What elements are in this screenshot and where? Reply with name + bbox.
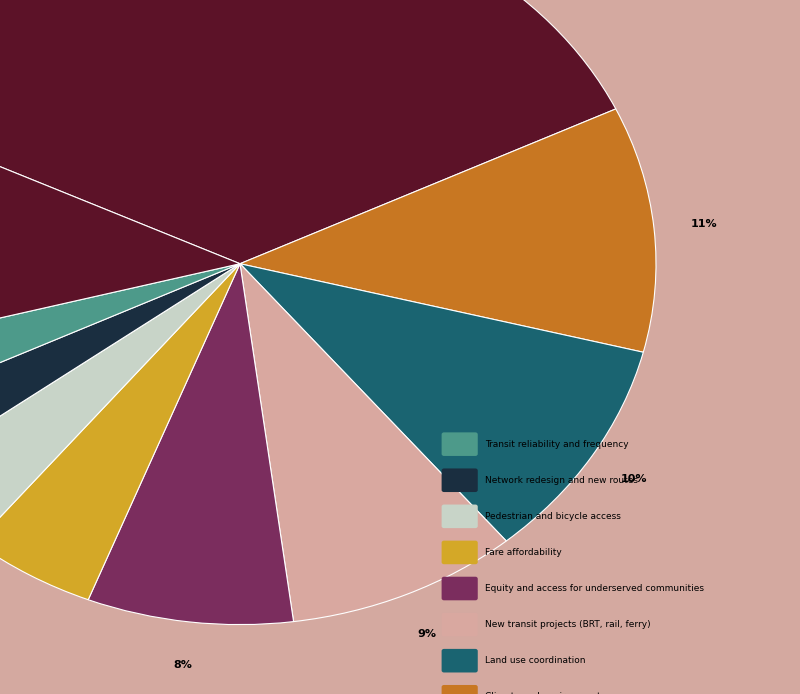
FancyBboxPatch shape — [442, 685, 478, 694]
Text: Equity and access for underserved communities: Equity and access for underserved commun… — [485, 584, 704, 593]
Text: 11%: 11% — [690, 219, 717, 229]
Text: Transit reliability and frequency: Transit reliability and frequency — [485, 440, 629, 448]
Text: 9%: 9% — [417, 629, 436, 639]
Text: Network redesign and new routes: Network redesign and new routes — [485, 476, 638, 484]
Wedge shape — [0, 111, 240, 355]
Wedge shape — [0, 264, 240, 543]
Text: Fare affordability: Fare affordability — [485, 548, 562, 557]
Wedge shape — [88, 264, 294, 625]
FancyBboxPatch shape — [442, 649, 478, 672]
Wedge shape — [240, 109, 656, 353]
Wedge shape — [240, 264, 506, 622]
FancyBboxPatch shape — [442, 541, 478, 564]
Text: Pedestrian and bicycle access: Pedestrian and bicycle access — [485, 512, 621, 520]
Wedge shape — [0, 264, 240, 477]
FancyBboxPatch shape — [442, 505, 478, 528]
FancyBboxPatch shape — [442, 432, 478, 456]
Text: 10%: 10% — [621, 474, 647, 484]
Text: Climate and environment: Climate and environment — [485, 693, 601, 694]
FancyBboxPatch shape — [442, 613, 478, 636]
Wedge shape — [0, 264, 240, 418]
FancyBboxPatch shape — [442, 577, 478, 600]
Wedge shape — [0, 264, 240, 600]
Text: 8%: 8% — [174, 660, 193, 670]
Text: New transit projects (BRT, rail, ferry): New transit projects (BRT, rail, ferry) — [485, 620, 650, 629]
Wedge shape — [240, 264, 643, 541]
Wedge shape — [0, 0, 616, 264]
Text: Land use coordination: Land use coordination — [485, 657, 586, 665]
FancyBboxPatch shape — [442, 468, 478, 492]
